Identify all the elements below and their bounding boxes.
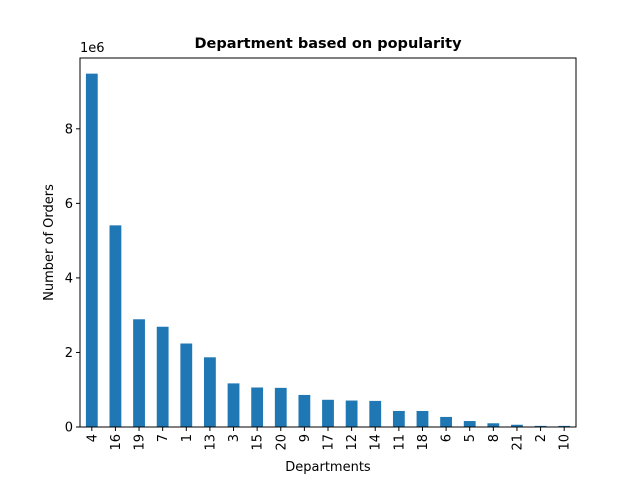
bar-7 bbox=[156, 326, 169, 427]
bar-14 bbox=[369, 400, 382, 427]
x-tick-label: 14 bbox=[369, 434, 384, 451]
y-ticks-group: 0 2 4 6 8 bbox=[65, 122, 80, 436]
x-tick-label: 19 bbox=[133, 434, 148, 451]
x-tick-label: 20 bbox=[274, 434, 289, 451]
y-tick-label: 8 bbox=[65, 122, 73, 137]
bar-12 bbox=[345, 400, 358, 427]
bars-group bbox=[85, 73, 571, 428]
bar-13 bbox=[204, 357, 216, 427]
y-tick-label: 6 bbox=[65, 197, 73, 212]
bar-19 bbox=[133, 319, 145, 427]
x-tick-label: 4 bbox=[85, 434, 100, 442]
bar-9 bbox=[298, 394, 311, 427]
x-tick-label: 13 bbox=[203, 434, 218, 451]
x-tick-label: 21 bbox=[510, 434, 525, 451]
bar-6 bbox=[440, 416, 452, 427]
x-tick-label: 7 bbox=[156, 434, 171, 442]
bar-11 bbox=[392, 410, 405, 427]
x-axis-label: Departments bbox=[285, 460, 371, 475]
bar-4 bbox=[85, 73, 98, 428]
x-tick-label: 1 bbox=[180, 434, 195, 442]
y-tick-label: 4 bbox=[65, 271, 73, 286]
x-tick-label: 16 bbox=[109, 434, 124, 451]
x-tick-label: 5 bbox=[463, 434, 478, 442]
bar-20 bbox=[274, 387, 287, 427]
bar-1 bbox=[180, 343, 193, 427]
y-offset-label: 1e6 bbox=[80, 41, 105, 56]
x-tick-label: 17 bbox=[322, 434, 337, 451]
bar-17 bbox=[322, 399, 334, 427]
x-tick-label: 11 bbox=[392, 434, 407, 451]
plot-frame bbox=[79, 57, 577, 428]
bar-3 bbox=[227, 383, 240, 427]
x-tick-label: 15 bbox=[251, 434, 266, 451]
x-tick-label: 12 bbox=[345, 434, 360, 451]
bar-18 bbox=[416, 410, 429, 427]
bar-16 bbox=[109, 225, 122, 427]
x-tick-label: 3 bbox=[227, 434, 242, 442]
bar-10 bbox=[558, 425, 571, 427]
x-tick-label: 2 bbox=[534, 434, 549, 442]
bar-15 bbox=[251, 387, 264, 427]
y-tick-label: 2 bbox=[65, 346, 73, 361]
y-axis-label: Number of Orders bbox=[42, 184, 57, 301]
x-tick-label: 9 bbox=[298, 434, 313, 442]
y-tick-label: 0 bbox=[65, 421, 73, 436]
x-tick-label: 10 bbox=[558, 434, 573, 451]
x-ticks-group: 4 16 19 7 1 13 3 15 20 9 17 12 14 11 18 6 5 8 21 2 10 bbox=[85, 427, 573, 451]
bar-2 bbox=[534, 425, 547, 427]
chart-title: Department based on popularity bbox=[194, 36, 462, 52]
x-tick-label: 18 bbox=[416, 434, 431, 451]
bar-8 bbox=[487, 423, 500, 427]
x-tick-label: 8 bbox=[487, 434, 502, 442]
bar-21 bbox=[511, 424, 523, 427]
x-tick-label: 6 bbox=[440, 434, 455, 442]
bar-5 bbox=[463, 421, 476, 427]
